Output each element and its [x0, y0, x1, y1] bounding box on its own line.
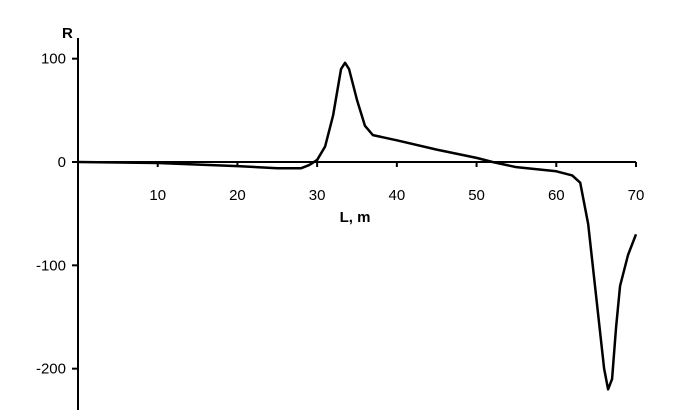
- y-tick-label: 0: [58, 154, 66, 171]
- x-tick-label: 70: [628, 187, 645, 204]
- x-tick-label: 40: [389, 187, 406, 204]
- x-tick-label: 50: [468, 187, 485, 204]
- y-tick-label: 100: [41, 51, 66, 68]
- y-tick-label: -100: [36, 257, 66, 274]
- x-tick-label: 60: [548, 187, 565, 204]
- y-tick-label: -200: [36, 361, 66, 378]
- x-tick-label: 20: [229, 187, 246, 204]
- x-tick-label: 30: [309, 187, 326, 204]
- x-axis-label: L, m: [340, 209, 371, 226]
- data-line: [77, 61, 638, 391]
- y-axis-label: R: [62, 25, 73, 42]
- x-tick-label: 10: [149, 187, 166, 204]
